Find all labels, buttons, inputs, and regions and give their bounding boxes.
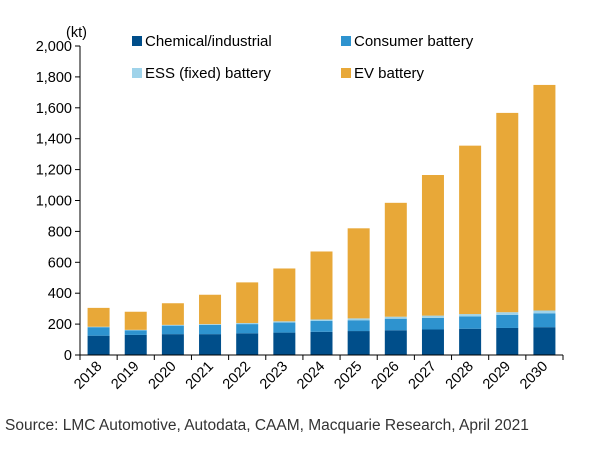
stacked-bar-chart: (kt) Chemical/industrial Consumer battery… xyxy=(36,25,564,393)
bar-segment-ess-fixed-battery-2022 xyxy=(236,323,259,325)
bar-segment-consumer-battery-2022 xyxy=(236,324,259,334)
y-axis-ticks: 0 200 400 600 800 1,000 1,200 1,400 1,600 1,800 2,… xyxy=(36,39,80,364)
x-tick-label: 2027 xyxy=(406,359,440,393)
bar-segment-chemical-industrial-2027 xyxy=(421,329,444,355)
bar-segment-ess-fixed-battery-2025 xyxy=(347,318,370,321)
bar-segment-chemical-industrial-2023 xyxy=(273,332,296,355)
legend-swatch xyxy=(132,36,142,46)
bar-segment-chemical-industrial-2026 xyxy=(384,330,407,355)
y-tick-label: 1,600 xyxy=(36,101,72,117)
x-tick-label: 2023 xyxy=(257,359,291,393)
y-axis-unit-label: (kt) xyxy=(66,25,87,41)
legend-swatch xyxy=(341,68,351,78)
source-note: Source: LMC Automotive, Autodata, CAAM, … xyxy=(5,417,529,434)
y-tick-label: 1,200 xyxy=(36,163,72,179)
y-tick-label: 1,800 xyxy=(36,70,72,86)
legend-label: EV battery xyxy=(354,65,425,82)
bar-segment-chemical-industrial-2029 xyxy=(496,327,519,355)
x-tick-label: 2030 xyxy=(517,359,551,393)
legend-swatch xyxy=(132,68,142,78)
bar-segment-ev-battery-2020 xyxy=(161,303,184,325)
legend-swatch xyxy=(341,36,351,46)
bar-segment-ev-battery-2022 xyxy=(236,282,259,324)
x-axis-ticks: 2018 2019 2020 2021 2022 2023 2024 2025 2026 2027… xyxy=(71,355,564,393)
x-tick-label: 2022 xyxy=(220,359,254,393)
bar-segment-consumer-battery-2018 xyxy=(87,327,110,336)
bar-segment-consumer-battery-2023 xyxy=(273,322,296,333)
bar-segment-chemical-industrial-2020 xyxy=(161,334,184,355)
bar-segment-ess-fixed-battery-2024 xyxy=(310,319,333,322)
bar-segment-ev-battery-2026 xyxy=(384,202,407,317)
legend-label: ESS (fixed) battery xyxy=(145,65,271,82)
bar-segment-ev-battery-2029 xyxy=(496,112,519,313)
bar-segment-chemical-industrial-2028 xyxy=(459,328,482,355)
bars xyxy=(87,84,556,355)
bar-segment-ev-battery-2028 xyxy=(459,145,482,315)
y-tick-label: 2,000 xyxy=(36,39,72,55)
bar-segment-chemical-industrial-2022 xyxy=(236,333,259,355)
x-tick-label: 2020 xyxy=(146,359,180,393)
x-tick-label: 2024 xyxy=(294,359,328,393)
legend: Chemical/industrial Consumer battery ESS (… xyxy=(132,33,474,82)
x-tick-label: 2019 xyxy=(108,359,142,393)
x-tick-label: 2029 xyxy=(480,359,514,393)
x-tick-label: 2026 xyxy=(369,359,403,393)
bar-segment-ev-battery-2021 xyxy=(199,294,222,325)
bar-segment-ev-battery-2024 xyxy=(310,251,333,320)
bar-segment-ev-battery-2018 xyxy=(87,307,110,327)
bar-segment-chemical-industrial-2030 xyxy=(533,327,556,355)
bar-segment-ev-battery-2025 xyxy=(347,228,370,319)
bar-segment-consumer-battery-2021 xyxy=(199,324,222,335)
bar-segment-consumer-battery-2028 xyxy=(459,316,482,329)
y-tick-label: 600 xyxy=(48,255,72,271)
x-tick-label: 2025 xyxy=(331,359,365,393)
bar-segment-ess-fixed-battery-2026 xyxy=(384,316,407,319)
bar-segment-chemical-industrial-2025 xyxy=(347,331,370,355)
bar-segment-ev-battery-2030 xyxy=(533,84,556,311)
bar-segment-ess-fixed-battery-2030 xyxy=(533,310,556,314)
x-tick-label: 2028 xyxy=(443,359,477,393)
bar-segment-ess-fixed-battery-2029 xyxy=(496,312,519,315)
bar-segment-chemical-industrial-2024 xyxy=(310,331,333,355)
bar-segment-ev-battery-2019 xyxy=(124,311,147,330)
bar-segment-consumer-battery-2030 xyxy=(533,313,556,328)
bar-segment-chemical-industrial-2021 xyxy=(199,334,222,355)
bar-segment-ess-fixed-battery-2027 xyxy=(421,315,444,318)
bar-segment-consumer-battery-2025 xyxy=(347,320,370,332)
y-tick-label: 800 xyxy=(48,224,72,240)
y-tick-label: 0 xyxy=(64,348,72,364)
bar-segment-ev-battery-2027 xyxy=(421,175,444,316)
y-tick-label: 400 xyxy=(48,286,72,302)
bar-segment-chemical-industrial-2019 xyxy=(124,334,147,355)
bar-segment-ess-fixed-battery-2021 xyxy=(199,324,222,325)
bar-segment-ess-fixed-battery-2023 xyxy=(273,321,296,323)
bar-segment-consumer-battery-2019 xyxy=(124,330,147,335)
y-tick-label: 1,400 xyxy=(36,132,72,148)
bar-segment-consumer-battery-2026 xyxy=(384,318,407,331)
y-tick-label: 1,000 xyxy=(36,194,72,210)
bar-segment-consumer-battery-2024 xyxy=(310,321,333,332)
y-tick-label: 200 xyxy=(48,317,72,333)
bar-segment-ess-fixed-battery-2028 xyxy=(459,314,482,317)
legend-label: Chemical/industrial xyxy=(145,33,272,50)
bar-segment-ev-battery-2023 xyxy=(273,268,296,322)
bar-segment-chemical-industrial-2018 xyxy=(87,335,110,355)
bar-segment-ess-fixed-battery-2020 xyxy=(161,324,184,326)
x-tick-label: 2018 xyxy=(71,359,105,393)
bar-segment-consumer-battery-2020 xyxy=(161,325,184,335)
x-tick-label: 2021 xyxy=(183,359,217,393)
legend-label: Consumer battery xyxy=(354,33,474,50)
bar-segment-consumer-battery-2027 xyxy=(421,317,444,330)
bar-segment-consumer-battery-2029 xyxy=(496,314,519,328)
